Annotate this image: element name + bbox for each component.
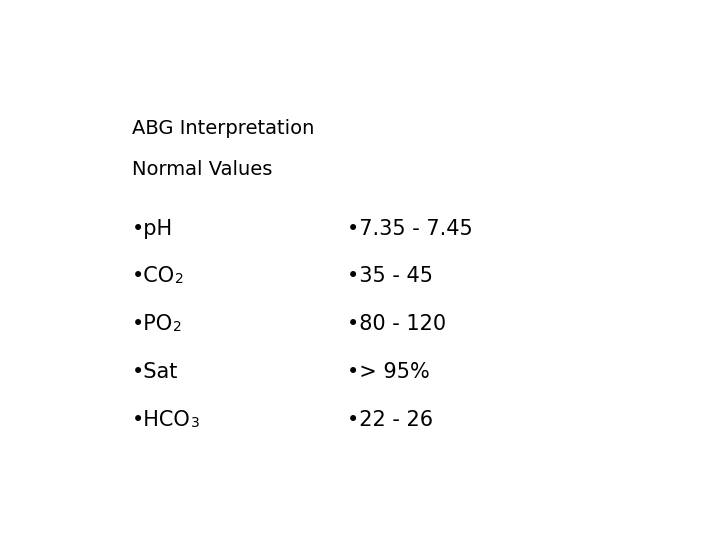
Text: 2: 2 [175, 273, 184, 286]
Text: 3: 3 [191, 416, 199, 430]
Text: •35 - 45: •35 - 45 [347, 266, 433, 286]
Text: •PO: •PO [132, 314, 173, 334]
Text: •HCO: •HCO [132, 410, 191, 430]
Text: •80 - 120: •80 - 120 [347, 314, 446, 334]
Text: •CO: •CO [132, 266, 175, 286]
Text: Normal Values: Normal Values [132, 160, 272, 179]
Text: •Sat: •Sat [132, 362, 179, 382]
Text: •22 - 26: •22 - 26 [347, 410, 433, 430]
Text: •> 95%: •> 95% [347, 362, 429, 382]
Text: ABG Interpretation: ABG Interpretation [132, 119, 314, 138]
Text: •7.35 - 7.45: •7.35 - 7.45 [347, 219, 472, 239]
Text: 2: 2 [173, 320, 181, 334]
Text: •pH: •pH [132, 219, 173, 239]
